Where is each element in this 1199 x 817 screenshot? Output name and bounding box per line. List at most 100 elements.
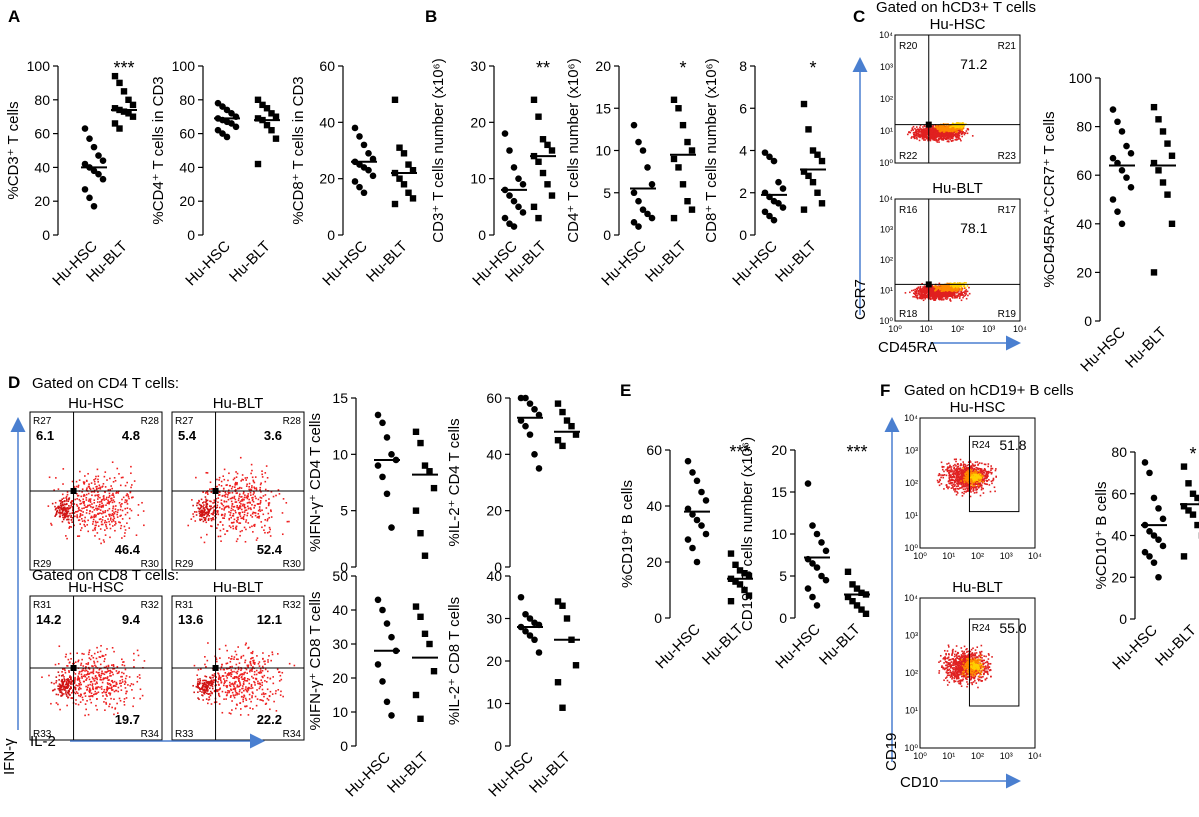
- y-tick-label: 20: [595, 58, 611, 74]
- event-dot: [944, 138, 947, 140]
- event-dot: [953, 127, 956, 130]
- event-dot: [87, 653, 90, 656]
- event-dot: [239, 714, 242, 716]
- event-dot: [923, 132, 926, 135]
- event-dot: [95, 677, 98, 679]
- event-dot: [931, 293, 933, 295]
- event-dot: [945, 290, 948, 293]
- event-dot: [952, 289, 955, 292]
- y-tick-label: 20: [646, 554, 662, 570]
- event-dot: [94, 478, 97, 480]
- event-dot: [96, 708, 98, 711]
- event-dot: [244, 644, 247, 646]
- event-dot: [106, 682, 109, 684]
- event-dot: [235, 658, 238, 661]
- event-dot: [253, 659, 255, 662]
- event-dot: [951, 134, 953, 136]
- event-dot: [282, 695, 284, 698]
- event-dot: [916, 295, 918, 297]
- event-dot: [921, 137, 924, 140]
- event-dot: [225, 685, 228, 687]
- x-category-label: Hu-HSC: [598, 238, 650, 290]
- event-dot: [951, 136, 953, 138]
- event-dot: [200, 513, 203, 516]
- event-dot: [251, 525, 253, 528]
- event-dot: [938, 135, 941, 137]
- event-dot: [121, 518, 124, 520]
- event-dot: [80, 673, 83, 676]
- event-dot: [230, 507, 233, 510]
- event-dot: [254, 523, 256, 526]
- event-dot: [129, 508, 131, 510]
- event-dot: [216, 478, 218, 481]
- event-dot: [254, 661, 256, 664]
- event-dot: [99, 650, 102, 653]
- point-hu-blt: [559, 602, 566, 609]
- event-dot: [78, 535, 81, 537]
- event-dot: [114, 529, 116, 532]
- event-dot: [961, 282, 964, 285]
- event-dot: [98, 674, 100, 677]
- event-dot: [958, 137, 960, 140]
- event-dot: [58, 645, 61, 648]
- event-dot: [91, 506, 94, 509]
- event-dot: [219, 676, 222, 679]
- event-dot: [956, 291, 959, 293]
- event-dot: [100, 506, 103, 509]
- event-dot: [115, 681, 118, 684]
- event-dot: [200, 498, 203, 501]
- event-dot: [270, 510, 272, 513]
- point-hu-blt: [254, 115, 262, 122]
- event-dot: [959, 125, 961, 128]
- event-dot: [938, 126, 940, 128]
- event-dot: [221, 503, 223, 506]
- event-dot: [59, 708, 61, 711]
- event-dot: [942, 138, 945, 141]
- event-dot: [918, 297, 921, 299]
- event-dot: [268, 498, 270, 500]
- event-dot: [227, 479, 229, 482]
- event-dot: [233, 696, 236, 699]
- event-dot: [919, 287, 922, 289]
- event-dot: [959, 282, 962, 285]
- event-dot: [923, 293, 925, 296]
- event-dot: [87, 663, 89, 666]
- point-hu-hsc: [693, 477, 701, 485]
- event-dot: [904, 292, 907, 294]
- event-dot: [957, 134, 960, 136]
- event-dot: [236, 506, 238, 509]
- event-dot: [75, 699, 77, 701]
- event-dot: [130, 465, 132, 468]
- event-dot: [104, 529, 106, 531]
- event-dot: [79, 514, 82, 517]
- event-dot: [239, 681, 241, 684]
- point-hu-hsc: [515, 175, 522, 182]
- event-dot: [93, 515, 95, 518]
- x-category-label: Hu-BLT: [816, 621, 864, 669]
- event-dot: [231, 503, 234, 505]
- event-dot: [103, 497, 105, 499]
- event-dot: [113, 684, 116, 687]
- event-dot: [948, 289, 951, 291]
- event-dot: [94, 690, 97, 693]
- significance-marker: *: [1189, 444, 1196, 464]
- event-dot: [126, 507, 129, 509]
- event-dot: [213, 673, 216, 675]
- event-dot: [948, 293, 950, 296]
- event-dot: [957, 286, 960, 289]
- event-dot: [956, 128, 959, 131]
- event-dot: [137, 504, 140, 506]
- event-dot: [243, 513, 246, 516]
- point-hu-blt: [675, 164, 682, 171]
- panel-label-a: A: [8, 7, 20, 26]
- event-dot: [966, 285, 969, 287]
- event-dot: [111, 494, 113, 496]
- event-dot: [239, 702, 242, 704]
- event-dot: [82, 699, 84, 701]
- event-dot: [57, 687, 60, 690]
- event-dot: [104, 471, 107, 473]
- event-dot: [100, 512, 103, 515]
- event-dot: [200, 506, 203, 508]
- event-dot: [94, 664, 96, 667]
